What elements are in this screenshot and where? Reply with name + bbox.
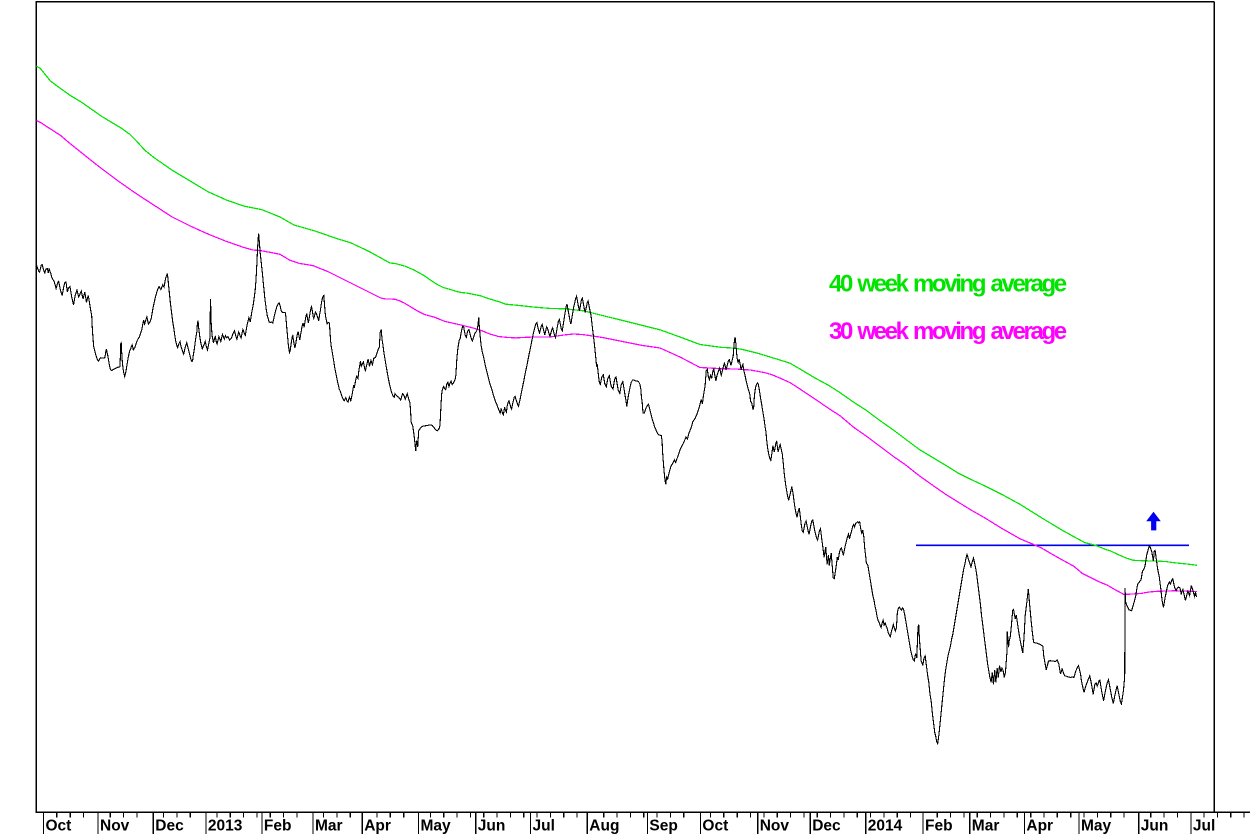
svg-text:Sep: Sep [649,818,677,834]
svg-text:Mar: Mar [972,818,1000,834]
svg-text:Feb: Feb [264,818,292,834]
svg-text:Dec: Dec [155,818,184,834]
svg-text:Nov: Nov [760,818,790,834]
svg-text:Jul: Jul [1193,818,1215,834]
svg-text:Jul: Jul [533,818,555,834]
svg-text:Jun: Jun [478,818,506,834]
svg-text:40 week moving average: 40 week moving average [829,271,1067,298]
svg-text:Apr: Apr [1026,818,1053,834]
svg-text:Apr: Apr [364,818,391,834]
svg-text:2013: 2013 [208,818,243,834]
svg-text:Nov: Nov [100,818,130,834]
svg-text:May: May [421,818,452,834]
svg-text:Jun: Jun [1141,818,1169,834]
svg-text:Oct: Oct [702,818,728,834]
svg-text:Dec: Dec [812,818,841,834]
svg-text:30 week moving average: 30 week moving average [829,318,1067,345]
svg-text:Feb: Feb [925,818,953,834]
svg-text:Mar: Mar [315,818,343,834]
svg-text:2014: 2014 [868,818,903,834]
svg-text:May: May [1081,818,1112,834]
svg-text:Oct: Oct [46,818,72,834]
svg-text:Aug: Aug [589,818,619,834]
